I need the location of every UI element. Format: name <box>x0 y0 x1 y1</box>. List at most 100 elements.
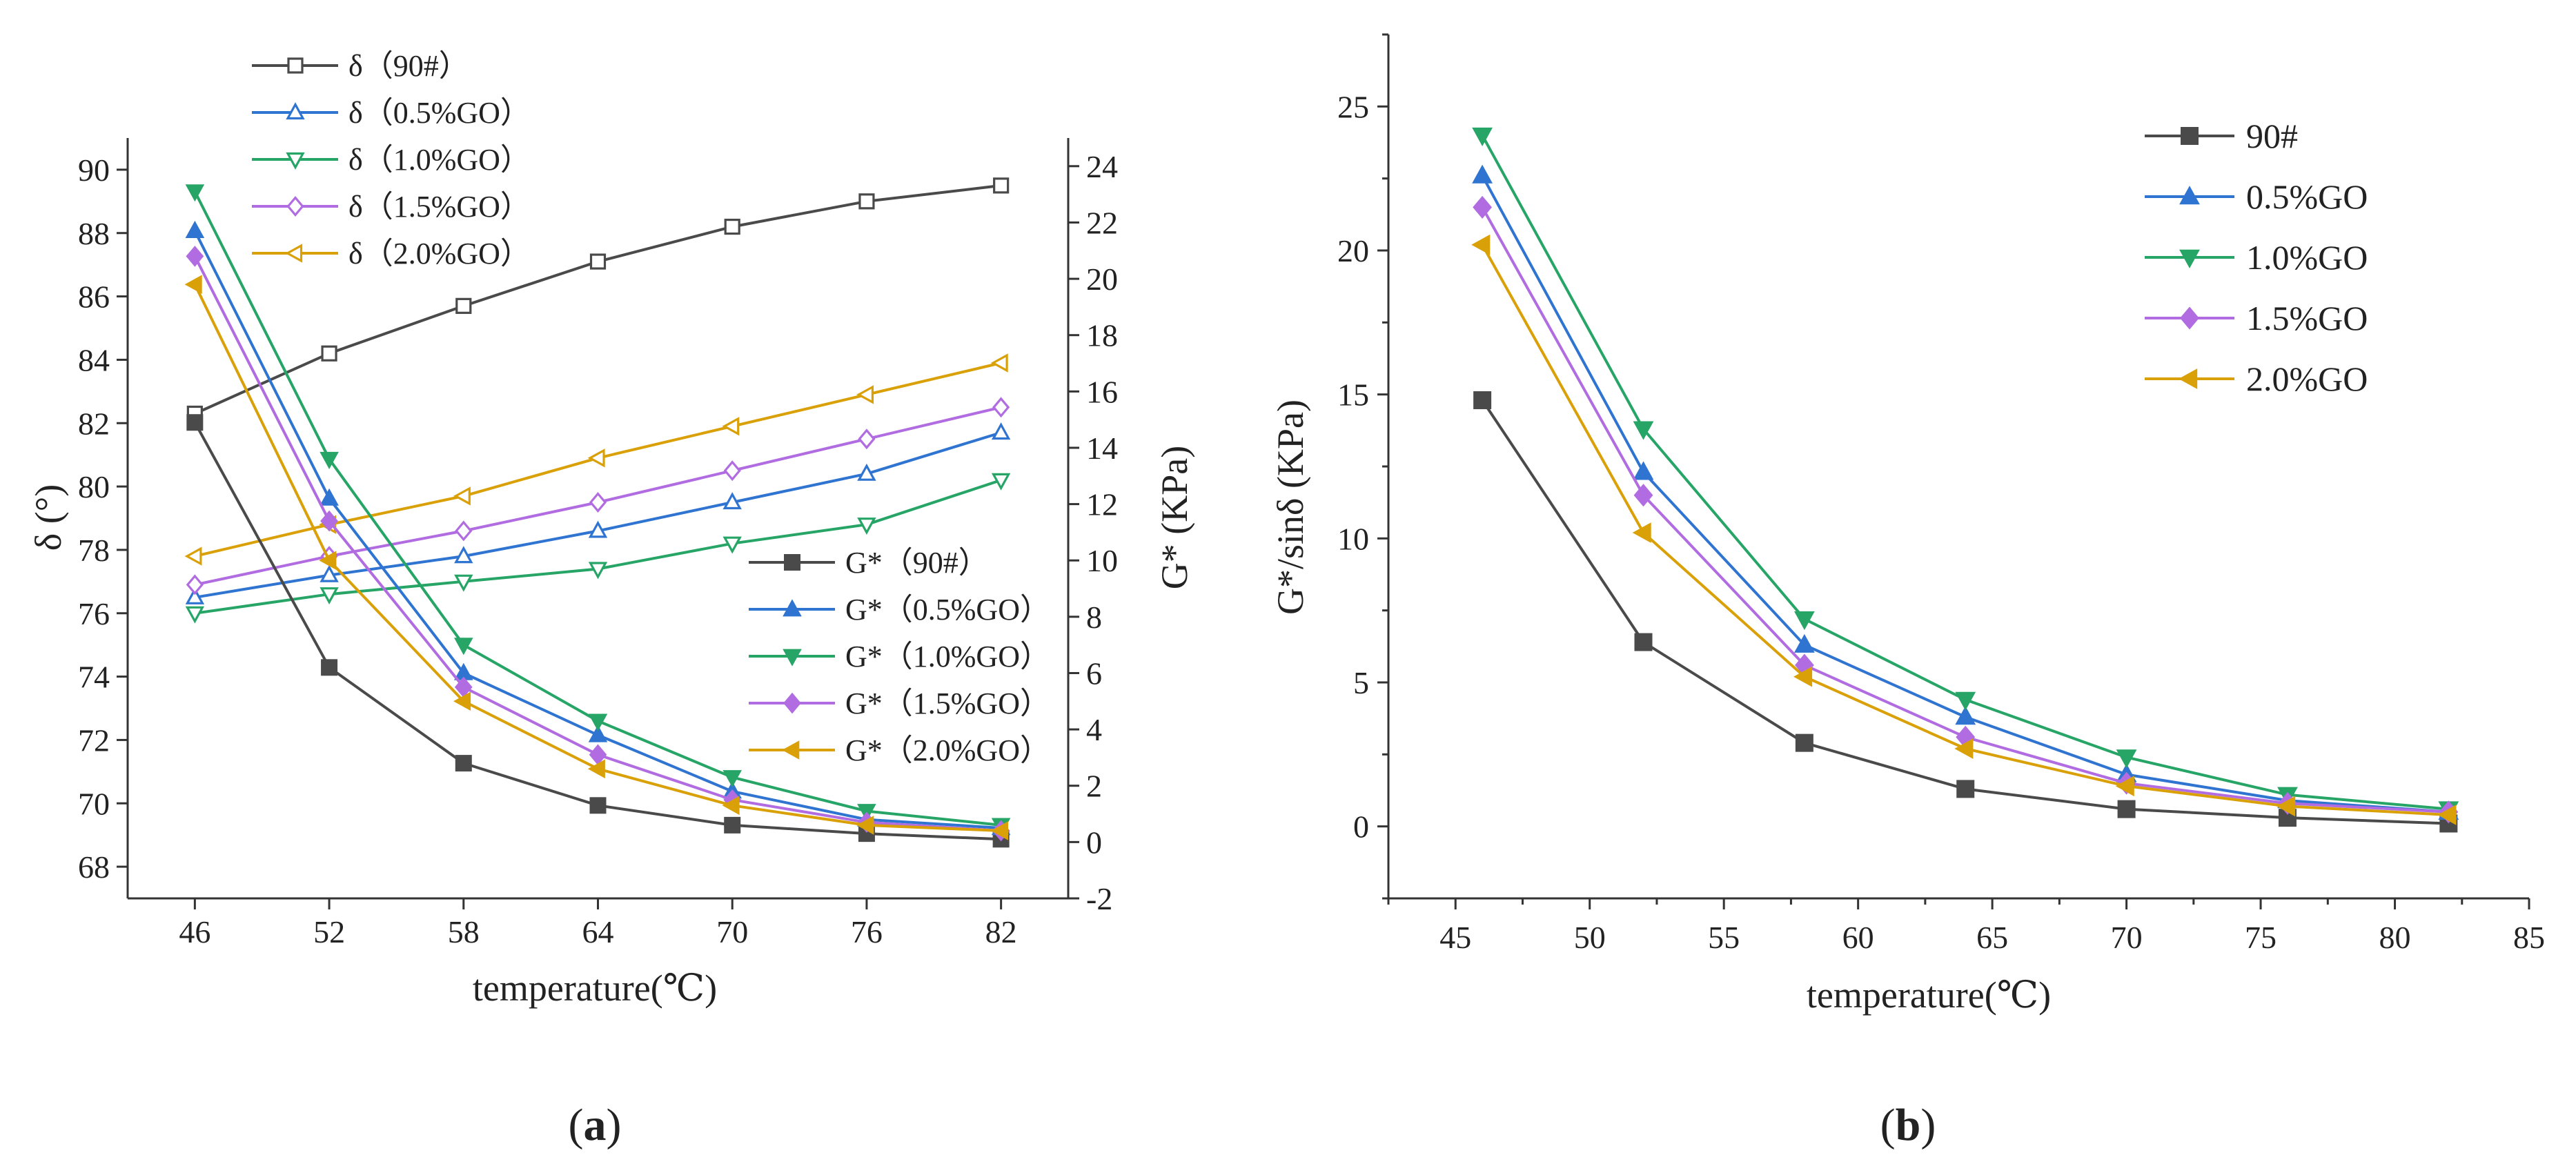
panel-a-delta-1-0-go-point <box>991 473 1011 491</box>
panel-a-gstar-g-1-0-go-point <box>185 184 205 202</box>
panel-a-gstar-g-1-0-go-point <box>588 713 608 731</box>
panel-a-delta-90-point <box>455 297 472 314</box>
panel-a-legend-bottom-marker <box>782 740 800 760</box>
panel-a-x-tick-label: 70 <box>716 914 748 949</box>
panel-a-gstar-g-1-5-go-point <box>320 510 338 532</box>
panel-a-delta-0-5-go-point <box>857 463 876 481</box>
panel-a-delta-90-point <box>321 345 337 362</box>
panel-b-axes: 45 50 55 60 65 70 75 80 85 0 5 10 15 20 25 <box>1337 33 2545 955</box>
panel-a-y-right-tick-label: 4 <box>1086 712 1102 747</box>
panel-a-legend-bottom-label: G*（1.0%GO） <box>845 640 1050 673</box>
panel-a-delta-1-0-go-point <box>454 574 473 592</box>
panel-a-delta-90-point <box>993 177 1010 194</box>
panel-a-legend-top-label: δ（0.5%GO） <box>348 96 531 130</box>
panel-b-legend-label: 2.0%GO <box>2246 359 2368 398</box>
panel-a-delta-0-5-go-point <box>319 564 339 582</box>
panel-a-gstar-g-90-point <box>321 659 338 676</box>
panel-a-delta-2-0-go-point <box>722 417 740 436</box>
panel-a-legend-bottom-label: G*（90#） <box>845 546 989 580</box>
panel-a-y-left-tick-label: 84 <box>78 342 110 377</box>
panel-b-90-point <box>1795 733 1813 752</box>
panel-a-gstar-g-90-point <box>724 816 741 834</box>
panel-b-legend-marker <box>2179 249 2200 268</box>
panel-a-legend-top-label: δ（1.5%GO） <box>348 190 531 224</box>
panel-a-y-right-tick-label: 22 <box>1086 205 1118 240</box>
panel-a-series <box>184 177 1011 848</box>
panel-a-delta-2-0-go-point <box>856 385 874 404</box>
panel-a-y-right-tick-label: 20 <box>1086 262 1118 297</box>
panel-a-legend-bottom-label: G*（1.5%GO） <box>845 687 1050 720</box>
panel-a-x-tick-label: 58 <box>448 914 480 949</box>
panel-a-gstar-g-2-0-go-point <box>319 551 337 570</box>
panel-a-y-right-tick-label: 8 <box>1086 600 1102 635</box>
panel-a-x-axis-title: temperature(℃) <box>473 967 717 1009</box>
panel-a-delta-90-line <box>194 184 1001 415</box>
panel-a-y-left-tick-label: 70 <box>78 786 110 821</box>
panel-b-label-letter: b <box>1896 1100 1921 1150</box>
panel-a-gstar-g-2-0-go-point <box>184 275 202 294</box>
panel-a-delta-1-0-go-point <box>857 518 876 535</box>
panel-b-2-0-go-point <box>2437 805 2457 825</box>
panel-a-x-tick-label: 64 <box>582 914 614 949</box>
panel-a-axes: 46 52 58 64 70 76 82687072747678808284868890-2… <box>78 138 1118 949</box>
panel-a-label-letter: a <box>584 1100 607 1150</box>
panel-b-y-tick-label: 25 <box>1337 89 1369 124</box>
panel-a-legend-top-label: δ（1.0%GO） <box>348 143 531 177</box>
panel-b-1-0-go-point <box>1633 421 1654 440</box>
panel-b-0-5-go-point <box>1955 706 1976 725</box>
panel-a-delta-1-5-go-point <box>992 397 1010 418</box>
panel-a-delta-2-0-go-point <box>587 448 605 468</box>
panel-a-gstar-g-2-0-go-point <box>453 691 471 711</box>
panel-a-y-left-tick-label: 74 <box>78 660 110 695</box>
panel-b-y-axis-title: G*/sinδ (KPa) <box>1270 400 1311 615</box>
panel-b-1-0-go-point <box>1472 127 1493 146</box>
panel-b-2-0-go-point <box>2115 776 2134 797</box>
panel-a-delta-90-point <box>589 253 607 270</box>
panel-b-legend-label: 0.5%GO <box>2246 177 2368 216</box>
panel-a-legend-bottom-label: G*（2.0%GO） <box>845 733 1050 767</box>
panel-b-1-0-go-point <box>1794 611 1815 631</box>
panel-a-y-right-tick-label: 14 <box>1086 431 1118 466</box>
panel-a-gstar-g-90-point <box>589 797 607 814</box>
panel-a-y-left-tick-label: 90 <box>78 152 110 188</box>
panel-a-y-right-tick-label: 16 <box>1086 374 1118 409</box>
panel-a-x-tick-label: 52 <box>313 914 345 949</box>
panel-b-chart: 45 50 55 60 65 70 75 80 85 0 5 10 15 20 25 90# 0.5%GO 1.… <box>1270 33 2545 1150</box>
panel-b-legend: 90# 0.5%GO 1.0%GO 1.5%GO 2.0%GO <box>2145 117 2368 398</box>
panel-a-chart: 46 52 58 64 70 76 82687072747678808284868890-2… <box>28 49 1195 1150</box>
panel-b-2-0-go-point <box>1471 234 1491 255</box>
panel-b-0-5-go-point <box>1794 633 1815 653</box>
panel-a-gstar-g-0-5-go-point <box>185 220 205 238</box>
panel-b-x-tick-label: 55 <box>1708 920 1740 955</box>
panel-a-gstar-g-1-5-go-point <box>186 246 204 267</box>
panel-a-y-right-tick-label: 6 <box>1086 656 1102 691</box>
panel-b-1-5-go-point <box>1633 484 1653 507</box>
panel-a-gstar-g-1-0-go-point <box>454 638 473 656</box>
panel-b-y-tick-label: 20 <box>1337 233 1369 268</box>
panel-a-legend-top-label: δ（2.0%GO） <box>348 237 531 270</box>
panel-a-delta-1-0-go-point <box>722 536 742 554</box>
panel-a-label-open: ( <box>569 1100 584 1150</box>
panel-a-legend-bottom-marker <box>784 554 800 571</box>
panel-a-delta-90-point <box>858 193 875 210</box>
panel-a-y-left-tick-label: 82 <box>78 406 110 441</box>
panel-a-y-left-tick-label: 86 <box>78 279 110 315</box>
panel-b-legend-marker <box>2179 186 2200 205</box>
panel-b-x-tick-label: 70 <box>2111 920 2143 955</box>
panel-a-y-left-tick-label: 80 <box>78 469 110 504</box>
panel-a-gstar-g-2-0-go-point <box>722 796 740 816</box>
panel-a-delta-1-0-go-point <box>588 562 608 580</box>
panel-a-gstar-g-1-0-go-point <box>319 451 339 469</box>
panel-a-x-tick-label: 82 <box>985 914 1017 949</box>
panel-a-y-right-tick-label: -2 <box>1086 881 1112 916</box>
panel-a-gstar-g-90-point <box>455 755 472 772</box>
panel-a-y-axis-title-left: δ (°) <box>28 484 69 551</box>
panel-a-y-right-tick-label: 0 <box>1086 825 1102 860</box>
panel-b-0-5-go-point <box>1472 164 1493 184</box>
panel-a-delta-1-5-go-point <box>455 520 473 542</box>
panel-a-legend-top-marker <box>286 196 304 217</box>
panel-a-y-left-tick-label: 76 <box>78 596 110 631</box>
panel-a-legend-top-marker <box>286 102 305 120</box>
panel-a-y-right-tick-label: 10 <box>1086 543 1118 578</box>
